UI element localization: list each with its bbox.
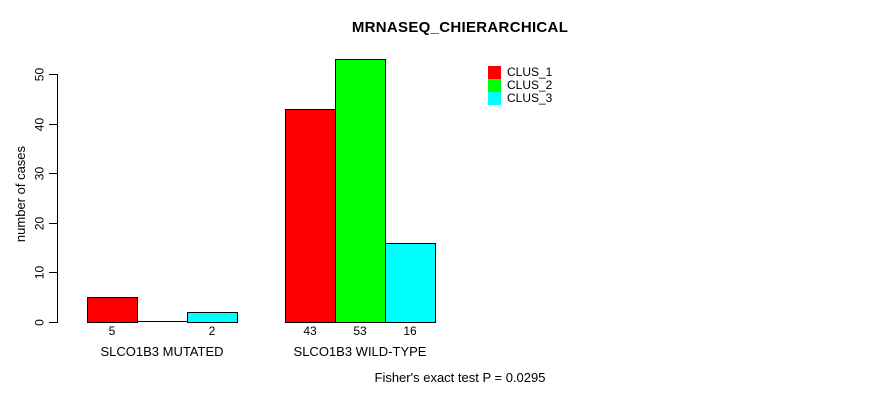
y-tick-mark (49, 124, 57, 125)
legend-label: CLUS_2 (507, 78, 553, 92)
y-tick-label: 50 (32, 67, 47, 82)
legend-row: CLUS_1 (488, 66, 552, 79)
annotation-text: Fisher's exact test P = 0.0295 (374, 370, 546, 385)
y-tick-label: 10 (32, 265, 47, 280)
y-tick-mark (49, 173, 57, 174)
legend-row: CLUS_2 (488, 79, 552, 92)
y-axis-label: number of cases (13, 145, 28, 243)
bar-value-label: 2 (208, 324, 216, 338)
category-label: SLCO1B3 WILD-TYPE (293, 344, 427, 359)
legend-label: CLUS_1 (507, 65, 553, 79)
legend: CLUS_1 CLUS_2 CLUS_3 (488, 66, 552, 105)
bar-value-label: 43 (303, 324, 317, 338)
bar-value-label: 16 (403, 324, 417, 338)
y-tick-label: 30 (32, 166, 47, 181)
y-tick-mark (49, 74, 57, 75)
y-tick-label: 0 (32, 319, 47, 326)
y-tick-label: 40 (32, 117, 47, 132)
bar (335, 59, 386, 323)
bar (385, 243, 436, 323)
category-label: SLCO1B3 MUTATED (100, 344, 224, 359)
y-tick-mark (49, 272, 57, 273)
legend-swatch (488, 92, 501, 105)
bar-zero-height (137, 321, 188, 322)
y-tick-mark (49, 322, 57, 323)
bar (285, 109, 336, 323)
y-tick-label: 20 (32, 216, 47, 231)
bar-value-label: 53 (353, 324, 367, 338)
bar (187, 312, 238, 323)
bar (87, 297, 138, 323)
chart-title: MRNASEQ_CHIERARCHICAL (351, 19, 569, 36)
y-axis-line (57, 74, 58, 323)
legend-swatch (488, 66, 501, 79)
y-tick-mark (49, 223, 57, 224)
legend-swatch (488, 79, 501, 92)
bar-value-label: 5 (108, 324, 116, 338)
legend-row: CLUS_3 (488, 92, 552, 105)
legend-label: CLUS_3 (507, 91, 553, 105)
